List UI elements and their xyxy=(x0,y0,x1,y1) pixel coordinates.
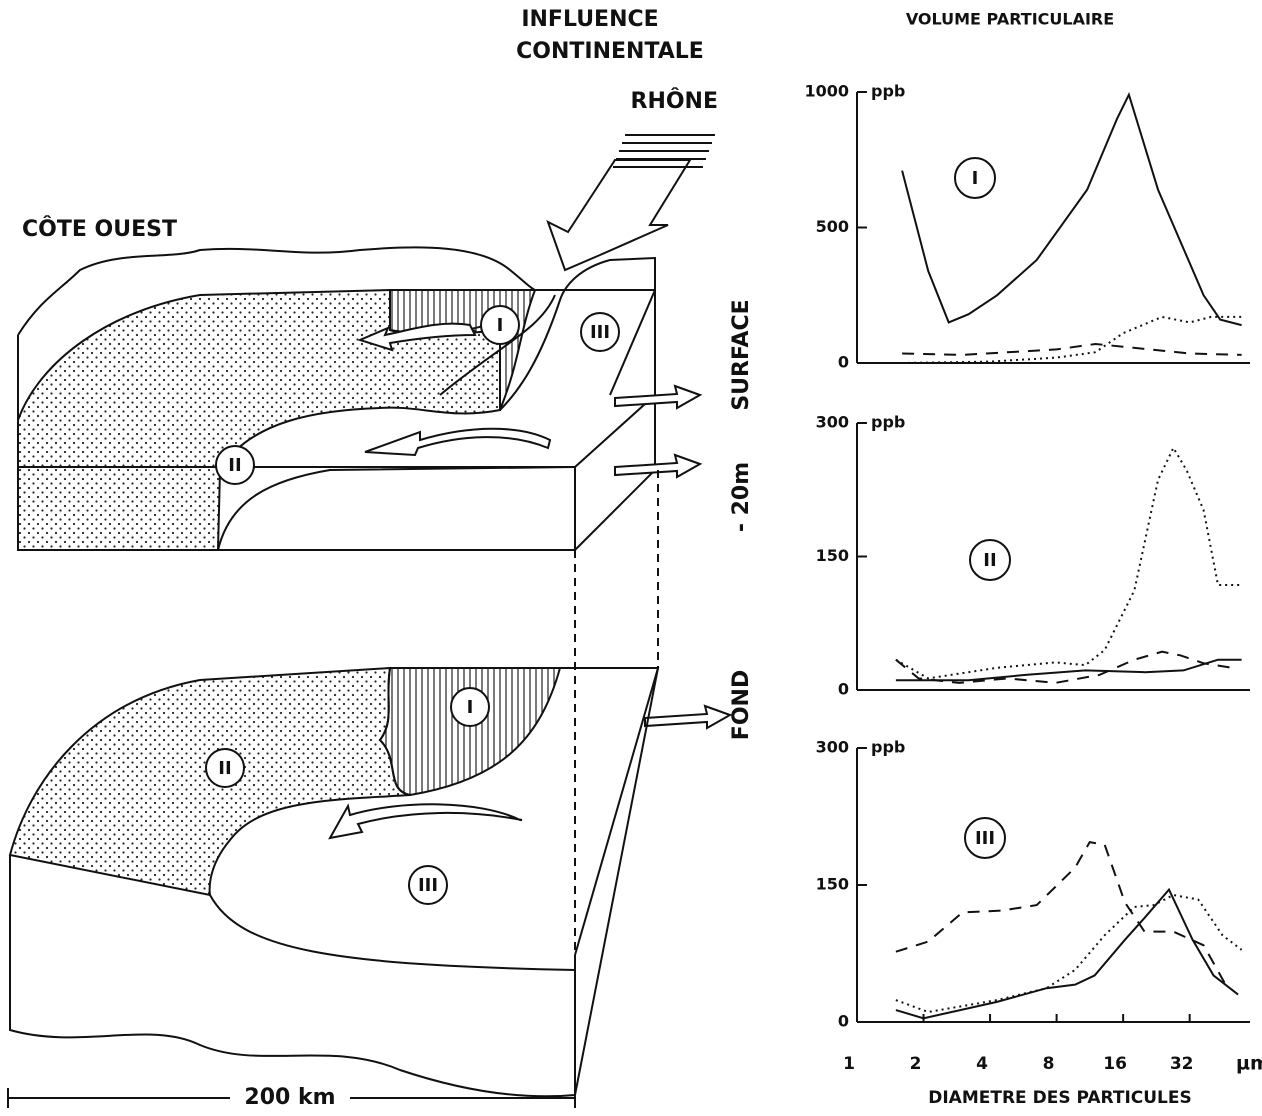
flow-arrow xyxy=(645,706,730,728)
y-tick-label: 150 xyxy=(816,875,849,894)
data-line xyxy=(896,448,1242,679)
data-line xyxy=(896,890,1238,1019)
zone-label: III xyxy=(590,322,610,343)
layer-label: FOND xyxy=(729,670,754,740)
y-unit: ppb xyxy=(871,413,905,432)
layer-label: SURFACE xyxy=(729,299,754,410)
x-tick-label: 8 xyxy=(1043,1054,1055,1074)
x-tick-label: 2 xyxy=(910,1054,922,1074)
data-line xyxy=(896,842,1229,990)
data-line xyxy=(902,317,1242,363)
annotation: I xyxy=(972,168,979,189)
coast-label: CÔTE OUEST xyxy=(22,216,177,242)
x-tick-label: 16 xyxy=(1103,1054,1127,1074)
zone-iii-boundary xyxy=(210,895,575,970)
x-tick-label: 1 xyxy=(843,1054,855,1074)
title-line: INFLUENCE xyxy=(521,7,658,32)
zone-label: I xyxy=(467,697,474,718)
title-line: CONTINENTALE xyxy=(516,39,704,64)
data-line xyxy=(896,895,1242,1012)
y-tick-label: 300 xyxy=(816,738,849,757)
chart-title: VOLUME PARTICULAIRE xyxy=(906,10,1114,29)
y-tick-label: 0 xyxy=(838,680,849,699)
zone-label: I xyxy=(497,315,504,336)
y-tick-label: 500 xyxy=(816,217,849,236)
y-tick-label: 0 xyxy=(838,1012,849,1031)
zone-label: II xyxy=(218,758,231,779)
data-line xyxy=(902,344,1242,355)
zone-label: II xyxy=(228,455,241,476)
y-tick-label: 150 xyxy=(816,546,849,565)
y-tick-label: 300 xyxy=(816,413,849,432)
data-line xyxy=(902,95,1242,325)
annotation: II xyxy=(983,550,996,571)
flow-arrow xyxy=(330,804,522,838)
y-unit: ppb xyxy=(871,82,905,101)
annotation: III xyxy=(975,828,995,849)
y-tick-label: 0 xyxy=(838,353,849,372)
x-tick-label: 32 xyxy=(1170,1054,1194,1074)
data-line xyxy=(896,660,1242,681)
zone-ii-bottom xyxy=(10,668,410,895)
layer-label: - 20m xyxy=(729,462,754,532)
flow-arrow xyxy=(615,386,700,408)
x-unit: µm xyxy=(1236,1053,1262,1075)
y-tick-label: 1000 xyxy=(804,82,849,101)
x-tick-label: 4 xyxy=(976,1054,988,1074)
river-arrow xyxy=(548,160,690,270)
data-line xyxy=(896,652,1233,683)
river-label: RHÔNE xyxy=(631,88,719,114)
zone-ii-front xyxy=(218,467,575,550)
x-axis-label: DIAMETRE DES PARTICULES xyxy=(928,1088,1192,1108)
flow-arrow xyxy=(365,429,550,455)
y-unit: ppb xyxy=(871,738,905,757)
zone-label: III xyxy=(418,875,438,896)
figure: INFLUENCE CONTINENTALE RHÔNE CÔTE OUEST … xyxy=(0,0,1262,1116)
scale-label: 200 km xyxy=(244,1085,335,1110)
